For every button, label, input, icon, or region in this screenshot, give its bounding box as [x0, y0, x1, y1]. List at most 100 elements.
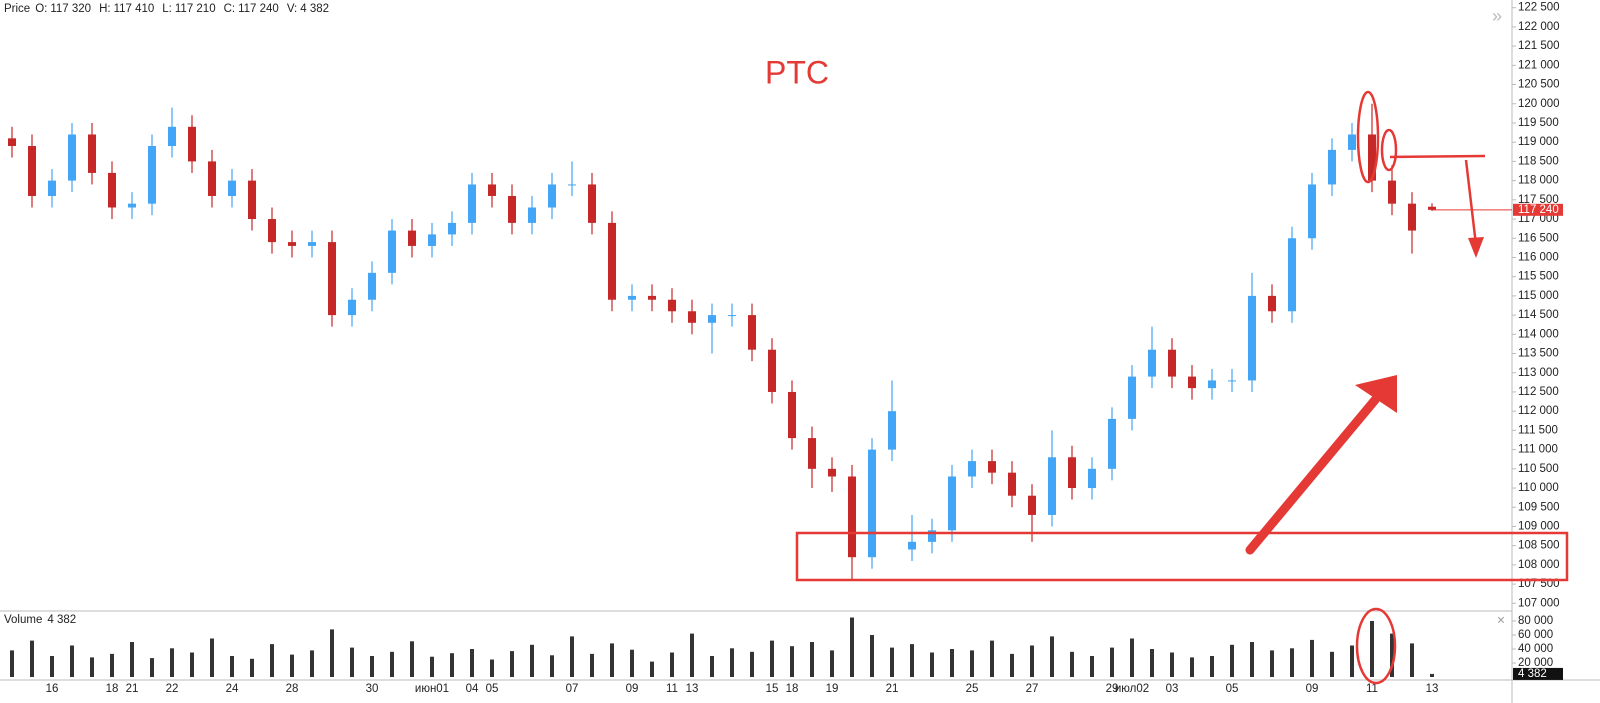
candle-body [1188, 376, 1196, 389]
volume-bar [410, 641, 414, 677]
volume-bar [850, 617, 854, 677]
x-tick-label: 30 [366, 683, 379, 695]
volume-bar [370, 656, 374, 677]
collapse-icon[interactable]: » [1492, 6, 1502, 26]
volume-bar [350, 647, 354, 677]
candle-body [808, 438, 816, 469]
y-tick-label: 113 000 [1518, 367, 1559, 379]
annotation-arrowhead [1355, 375, 1397, 413]
volume-bar [1150, 649, 1154, 677]
volume-name: Volume [4, 614, 42, 626]
y-tick-label: 113 500 [1518, 348, 1559, 360]
y-tick-label: 119 500 [1518, 117, 1559, 129]
volume-bar [1370, 621, 1374, 677]
y-tick-label: 119 000 [1518, 136, 1559, 148]
candle-body [588, 184, 596, 223]
y-tick-label: 112 000 [1518, 405, 1559, 417]
x-tick-label: 11 [666, 683, 678, 695]
candle-body [368, 272, 376, 300]
legend-label: V: [287, 3, 297, 15]
volume-tick-label: 20 000 [1518, 657, 1553, 669]
candle-body [488, 184, 496, 196]
candle-body [408, 230, 416, 246]
last-price-label: 117 240 [1518, 204, 1559, 216]
annotation-arrow [1245, 395, 1380, 555]
volume-tick-label: 80 000 [1518, 615, 1553, 627]
volume-bar [70, 645, 74, 677]
candle-body [208, 161, 216, 196]
volume-bar [770, 640, 774, 677]
candle-body [448, 222, 456, 235]
candle-body [948, 476, 956, 531]
x-tick-label: 18 [106, 683, 119, 695]
volume-bar [10, 650, 14, 677]
candle-body [1068, 457, 1076, 489]
y-tick-label: 117 000 [1518, 213, 1559, 225]
volume-bar [230, 656, 234, 677]
candle-body [688, 311, 696, 323]
x-tick-label: 25 [966, 683, 979, 695]
candle-body [288, 242, 296, 246]
volume-bar [150, 658, 154, 677]
x-tick-label: 21 [886, 683, 899, 695]
candle-body [68, 134, 76, 181]
y-tick-label: 121 500 [1518, 40, 1560, 52]
legend-value: 117 410 [114, 3, 155, 15]
candle-body [1148, 349, 1156, 377]
candle-body [1328, 149, 1336, 185]
candle-body [268, 219, 276, 243]
volume-bar [190, 652, 194, 677]
candle-body [1168, 349, 1176, 377]
candle-body [1288, 238, 1296, 312]
y-tick-label: 111 000 [1518, 444, 1558, 456]
volume-bar [290, 654, 294, 677]
volume-bar [450, 653, 454, 677]
candle-body [48, 180, 56, 196]
volume-bar [930, 652, 934, 677]
annotation-ellipse [1380, 128, 1398, 172]
legend-label: O: [35, 3, 47, 15]
volume-bar [250, 658, 254, 677]
candle-body [1088, 468, 1096, 489]
annotation-line [1389, 154, 1486, 159]
volume-bar [730, 648, 734, 677]
volume-bar [270, 644, 274, 677]
volume-bar [1210, 656, 1214, 677]
candle-body [1008, 472, 1016, 496]
candle-body [648, 295, 656, 300]
volume-bar [650, 661, 654, 677]
candle-body [1128, 376, 1136, 419]
volume-bar [1190, 657, 1194, 677]
candle-body [568, 184, 576, 186]
legend-label: L: [162, 3, 172, 15]
candle-body [308, 242, 316, 246]
candle-body [1208, 380, 1216, 389]
volume-bar [610, 643, 614, 677]
candle-body [788, 391, 796, 439]
candle-body [88, 134, 96, 173]
candle-body [1428, 206, 1436, 210]
volume-value: 4 382 [47, 614, 76, 626]
annotation-ellipse [1356, 90, 1380, 184]
x-tick-label: июл02 [1115, 683, 1149, 695]
candle-body [168, 126, 176, 147]
x-tick-label: 07 [566, 683, 579, 695]
candle-body [968, 461, 976, 477]
x-tick-label: 09 [1306, 683, 1319, 695]
close-pane-icon[interactable]: × [1497, 612, 1505, 628]
candle-body [508, 195, 516, 223]
x-tick-label: 13 [1426, 683, 1439, 695]
volume-bar [1390, 633, 1394, 677]
legend-value: 4 382 [300, 3, 329, 15]
y-tick-label: 120 000 [1518, 98, 1560, 110]
candle-body [128, 203, 136, 208]
last-volume-label: 4 382 [1518, 668, 1547, 680]
x-tick-label: 24 [226, 683, 239, 695]
volume-bar [1250, 642, 1254, 677]
y-tick-label: 110 500 [1518, 463, 1559, 475]
annotation-arrowhead [1468, 237, 1484, 258]
candle-body [1388, 180, 1396, 204]
y-tick-label: 109 500 [1518, 501, 1560, 513]
candle-body [708, 315, 716, 323]
candle-body [188, 126, 196, 162]
